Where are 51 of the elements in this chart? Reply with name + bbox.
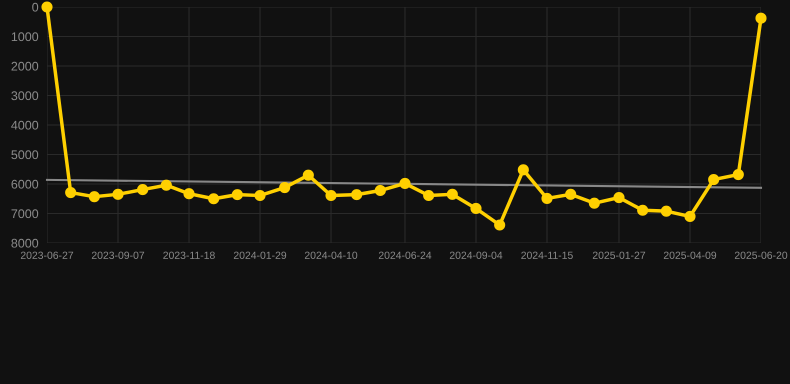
y-tick-label: 5000: [11, 150, 38, 160]
x-tick-label: 2023-11-18: [163, 252, 215, 259]
point: [137, 184, 148, 196]
x-tick-label: 2025-04-09: [664, 252, 716, 259]
y-tick-label: 1000: [12, 32, 38, 42]
point: [565, 188, 576, 200]
point: [494, 219, 506, 231]
point: [160, 180, 172, 191]
y-tick-label: 7000: [12, 209, 38, 218]
point: [374, 184, 386, 196]
point: [637, 204, 648, 216]
point: [446, 188, 458, 200]
x-tick-label: 2024-11-15: [521, 252, 573, 259]
point: [541, 192, 553, 204]
point: [325, 190, 337, 202]
x-tick-label: 2024-09-04: [450, 252, 502, 259]
y-tick-label: 6000: [11, 180, 38, 189]
point: [588, 198, 600, 209]
point: [254, 190, 266, 202]
point: [660, 206, 672, 217]
x-tick-label: 2023-09-07: [92, 252, 144, 259]
point: [613, 192, 625, 204]
y-tick-label: 2000: [11, 62, 38, 71]
point: [470, 202, 482, 214]
point: [423, 190, 434, 202]
point: [41, 1, 53, 13]
y-tick-label: 4000: [11, 120, 38, 130]
point: [279, 182, 290, 194]
point: [399, 178, 411, 189]
y-tick-label: 0: [32, 2, 38, 12]
x-tick-label: 2024-06-24: [378, 252, 432, 259]
point: [732, 169, 744, 180]
x-tick-label: 2025-06-20: [734, 252, 788, 259]
point: [232, 189, 243, 200]
point: [518, 164, 529, 176]
point: [708, 174, 720, 186]
point: [684, 210, 696, 222]
point: [65, 187, 76, 198]
y-tick-label: 3000: [11, 91, 38, 100]
x-tick-label: 2023-06-27: [20, 252, 74, 259]
point: [112, 188, 124, 200]
point: [302, 170, 314, 181]
x-tick-label: 2024-01-29: [234, 252, 286, 259]
y-tick-label: 8000: [11, 238, 38, 248]
point: [351, 189, 362, 200]
point: [208, 193, 220, 204]
point: [88, 191, 100, 202]
point: [755, 12, 767, 24]
point: [183, 188, 195, 200]
x-tick-label: 2024-04-10: [304, 252, 358, 259]
x-tick-label: 2025-01-27: [592, 252, 646, 259]
